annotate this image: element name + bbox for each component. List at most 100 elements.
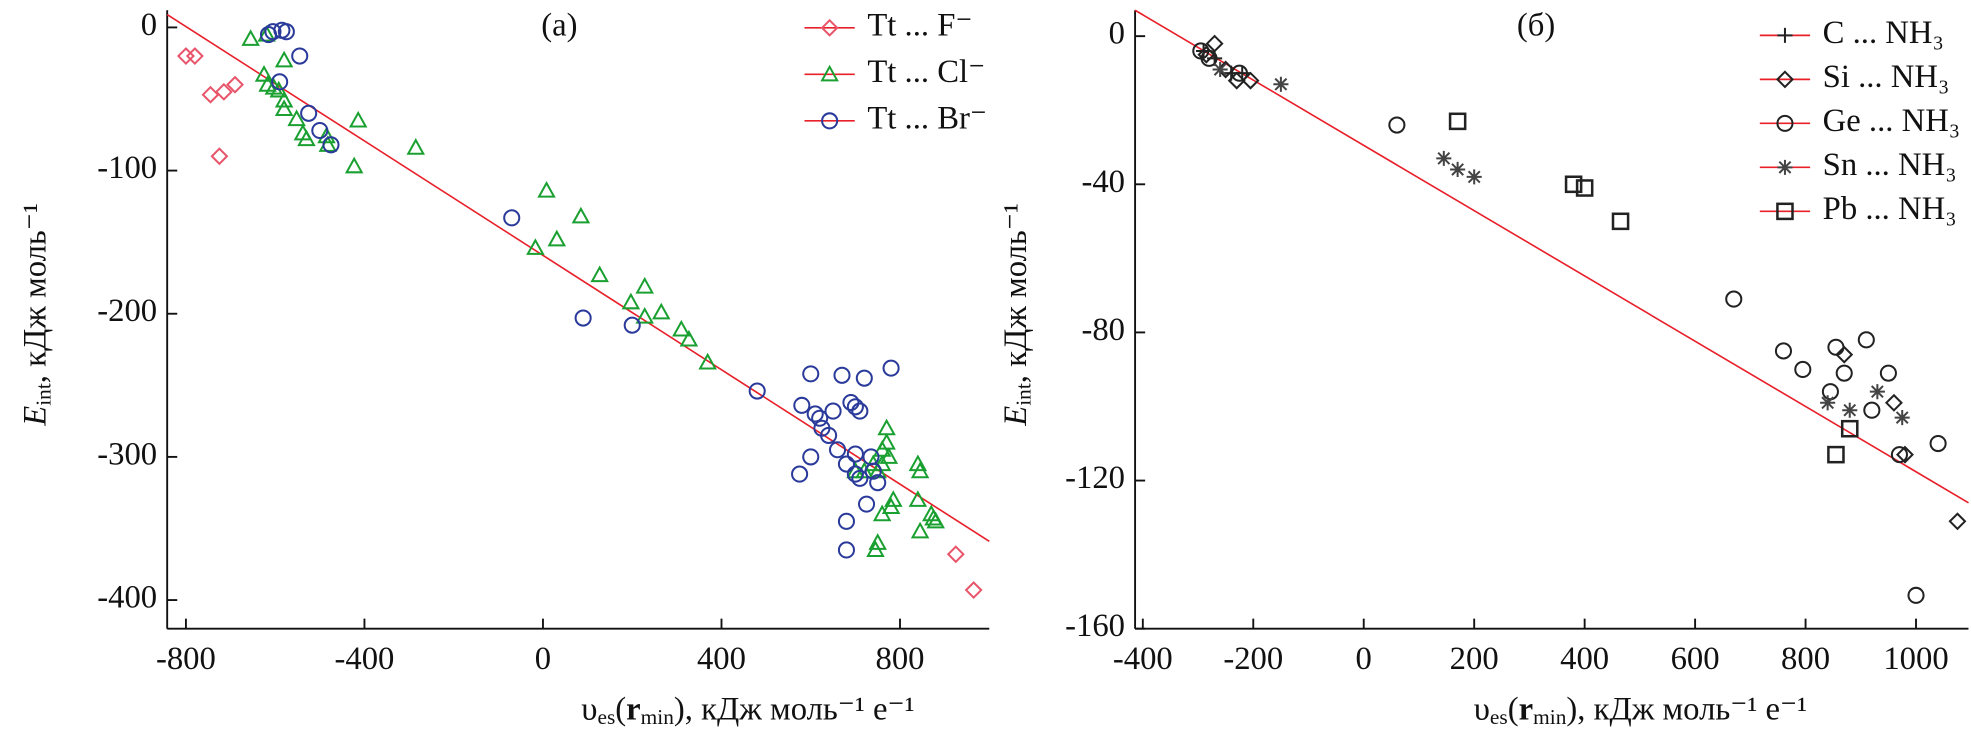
marker [1774,342,1793,360]
marker [635,276,654,294]
label-part: min [641,705,675,729]
label-part: ), кДж моль⁻¹ e⁻¹ [674,691,915,727]
marker [1450,161,1466,178]
marker [1842,402,1858,418]
legend-label: Ge ... NH₃ [1823,103,1961,139]
marker [623,316,641,334]
marker [872,440,892,457]
legend-label: Sn ... NH₃ [1823,147,1957,183]
marker [1794,360,1812,379]
marker [908,454,928,472]
marker [1884,393,1903,412]
marker [274,99,294,117]
label-part: int [31,383,55,406]
marker [1564,175,1583,194]
y-tick-label: 0 [1109,16,1125,52]
label-part: r [1519,691,1534,727]
legend-marker [820,64,839,82]
marker [1205,34,1224,53]
marker [837,512,856,530]
y-tick-label: -40 [1081,164,1125,200]
legend-marker [820,18,839,37]
marker [791,465,809,483]
legend-label: C ... NH₃ [1823,15,1944,51]
marker [277,23,295,41]
legend-label: Tt ... F⁻ [867,7,972,43]
marker [679,329,699,347]
marker [271,73,289,91]
legend-marker [821,112,839,130]
marker [1436,150,1452,166]
marker [846,398,864,416]
marker [322,136,340,154]
marker [287,109,306,127]
marker [946,545,965,564]
marker [1863,401,1881,419]
marker [802,365,820,383]
x-tick-label: -800 [156,641,216,677]
marker [1835,345,1854,364]
marker [869,474,887,492]
marker [274,90,294,108]
marker [264,23,282,41]
marker [910,461,930,479]
marker [926,511,945,529]
marker [846,445,864,463]
trend-line [1134,9,1969,504]
marker [864,462,882,480]
label-part: , кДж моль⁻¹ [998,203,1034,383]
legend-marker [1775,70,1794,89]
x-tick-label: 800 [1781,641,1830,677]
x-tick-label: -400 [335,641,395,677]
label-part: ( [615,691,626,727]
marker [226,75,244,94]
marker [793,396,811,414]
legend-label: Tt ... Cl⁻ [867,54,985,90]
panel-label: (а) [541,7,577,43]
marker [964,581,983,599]
marker [1890,446,1908,464]
x-tick-label: 400 [697,641,746,677]
marker [857,495,876,513]
marker [201,85,220,104]
marker [1879,364,1897,382]
y-axis-label: Eint, кДж моль⁻¹ [17,203,55,427]
label-part: ), кДж моль⁻¹ e⁻¹ [1566,691,1807,727]
marker [185,47,204,66]
marker [1840,419,1859,438]
y-tick-label: -400 [97,580,157,616]
x-tick-label: -400 [1113,641,1173,677]
marker [1835,364,1853,382]
marker [348,110,368,128]
marker [1896,445,1914,464]
label-part: es [1490,705,1508,729]
marker [311,121,329,140]
x-tick-label: 800 [876,641,925,677]
marker [291,47,309,65]
x-tick-label: 600 [1671,641,1720,677]
x-tick-label: -200 [1223,641,1283,677]
marker [1611,212,1630,231]
marker [672,319,691,337]
x-axis-label: υes(rmin), кДж моль⁻¹ e⁻¹ [581,691,914,729]
marker [254,65,274,82]
label-part: υ [1474,691,1490,727]
marker [811,409,829,427]
marker [344,156,364,174]
marker [802,448,820,466]
marker [698,352,717,370]
marker [1448,112,1467,131]
marker [820,426,838,444]
marker [241,29,260,46]
y-tick-label: 0 [141,7,157,43]
label-part: es [597,705,615,729]
y-tick-label: -80 [1081,312,1125,348]
marker [503,209,521,227]
marker [824,402,842,420]
y-tick-label: -200 [97,293,157,329]
marker [748,382,766,400]
marker [214,82,233,101]
marker [1869,384,1885,400]
label-part: int [1012,383,1036,406]
marker [1827,445,1845,464]
